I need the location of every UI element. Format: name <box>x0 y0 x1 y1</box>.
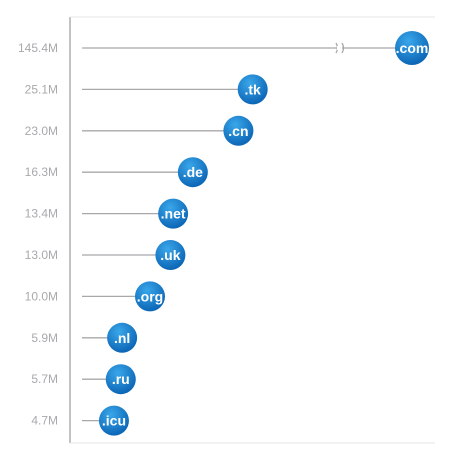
bar-end-bubble <box>135 281 165 312</box>
category-label: .ru <box>112 371 130 387</box>
bar-end-bubble <box>158 198 189 229</box>
category-label: .de <box>183 164 203 180</box>
value-tick-label: 16.3M <box>25 165 58 179</box>
value-tick-label: 5.9M <box>31 331 58 345</box>
bar-end-bubble <box>177 157 208 188</box>
category-label: .nl <box>114 330 130 346</box>
value-tick-label: 4.7M <box>31 414 58 428</box>
bar-end-bubble <box>395 31 429 65</box>
value-tick-label: 13.0M <box>25 248 58 262</box>
value-tick-label: 145.4M <box>18 41 58 55</box>
axis-break-gap <box>337 46 342 50</box>
bar-end-bubble <box>105 364 136 395</box>
bar-end-bubble <box>155 240 186 270</box>
bar-end-bubble <box>98 405 129 436</box>
chart-marks: 145.4M .com 25.1M .tk 23.0M .cn 16.3M .de 13.4M.… <box>18 16 435 444</box>
category-label: .cn <box>228 123 248 139</box>
value-tick-label: 13.4M <box>25 207 58 221</box>
value-tick-label: 25.1M <box>25 82 58 96</box>
bar-end-bubble <box>237 74 268 105</box>
value-tick-label: 23.0M <box>25 124 58 138</box>
category-label: .tk <box>245 81 262 97</box>
bar-end-bubble <box>107 322 138 353</box>
category-label: .net <box>161 206 186 222</box>
category-label: .org <box>137 288 163 304</box>
category-label: .com <box>396 40 429 56</box>
category-label: .icu <box>102 413 126 429</box>
category-label: .uk <box>160 247 180 263</box>
value-tick-label: 5.7M <box>31 372 58 386</box>
value-tick-label: 10.0M <box>25 289 58 303</box>
bar-end-bubble <box>223 115 254 146</box>
